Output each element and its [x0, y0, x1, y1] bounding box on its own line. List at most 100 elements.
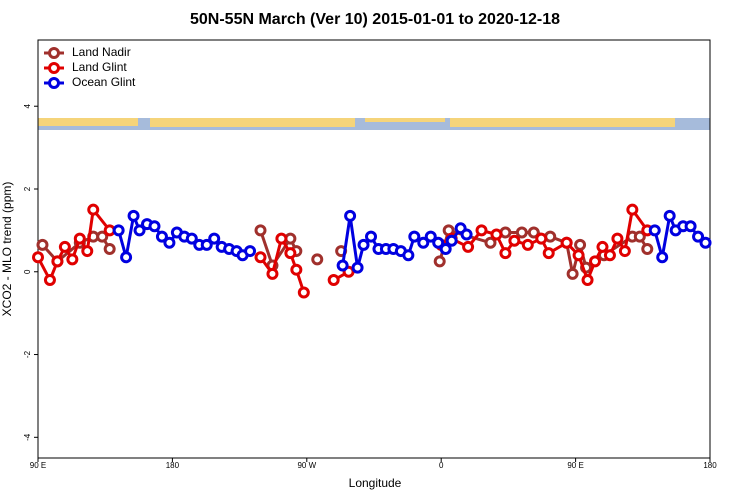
- point: [656, 251, 669, 264]
- point: [574, 238, 587, 251]
- y-tick-label: -4: [23, 433, 32, 441]
- point: [445, 234, 458, 247]
- point: [148, 220, 161, 233]
- point: [484, 236, 497, 249]
- point: [475, 224, 488, 237]
- x-tick-label: 0: [439, 461, 444, 470]
- point: [460, 228, 473, 241]
- land-strip: [365, 118, 445, 122]
- point: [521, 238, 534, 251]
- point: [351, 261, 364, 274]
- point: [284, 247, 297, 260]
- point: [515, 226, 528, 239]
- point: [81, 245, 94, 258]
- x-tick-label: 90 E: [30, 461, 46, 470]
- point: [589, 255, 602, 268]
- point: [648, 224, 661, 237]
- point: [439, 243, 452, 255]
- land-strip: [38, 118, 138, 126]
- point: [417, 236, 430, 249]
- y-tick-label: 2: [23, 186, 32, 191]
- land-strip: [450, 118, 675, 127]
- point: [208, 232, 221, 245]
- point: [566, 267, 579, 280]
- point: [163, 236, 176, 249]
- point: [560, 236, 573, 249]
- point: [32, 251, 44, 264]
- x-tick-label: 90 W: [297, 461, 316, 470]
- point: [120, 251, 133, 264]
- y-tick-label: -2: [23, 350, 32, 358]
- point: [336, 259, 349, 272]
- point: [254, 224, 267, 237]
- point: [297, 286, 310, 299]
- point: [365, 230, 378, 243]
- point: [66, 253, 79, 266]
- legend-marker: [48, 62, 60, 74]
- point: [275, 232, 288, 245]
- point: [133, 224, 146, 237]
- point: [254, 251, 267, 264]
- legend-marker: [48, 77, 60, 89]
- x-tick-label: 90 E: [567, 461, 583, 470]
- point: [699, 236, 712, 249]
- point: [433, 255, 446, 268]
- point: [357, 238, 370, 251]
- legend-marker: [48, 47, 60, 59]
- point: [424, 230, 437, 243]
- point: [535, 232, 548, 245]
- point: [499, 247, 512, 260]
- point: [508, 234, 521, 247]
- x-tick-label: 180: [703, 461, 717, 470]
- point: [611, 232, 624, 245]
- point: [185, 232, 198, 245]
- point: [596, 240, 609, 253]
- point: [96, 230, 109, 243]
- legend-label: Land Glint: [72, 60, 127, 74]
- point: [327, 274, 340, 287]
- point: [641, 243, 654, 255]
- point: [155, 230, 168, 243]
- x-axis-label: Longitude: [349, 476, 402, 490]
- point: [51, 255, 64, 268]
- point: [402, 249, 415, 262]
- point: [663, 209, 676, 222]
- point: [73, 232, 86, 245]
- point: [633, 230, 646, 243]
- point: [462, 240, 475, 253]
- point: [626, 203, 639, 216]
- x-tick-label: 180: [166, 461, 180, 470]
- legend-label: Ocean Glint: [72, 75, 136, 89]
- point: [244, 245, 257, 258]
- y-tick-label: 0: [23, 269, 32, 274]
- point: [266, 267, 279, 280]
- y-axis-label: XCO2 - MLO trend (ppm): [0, 182, 14, 317]
- point: [112, 224, 125, 237]
- point: [36, 238, 49, 251]
- point: [290, 263, 303, 276]
- point: [103, 243, 116, 255]
- point: [490, 228, 503, 241]
- point: [581, 274, 594, 287]
- y-tick-label: 4: [23, 103, 32, 108]
- point: [618, 245, 631, 258]
- point: [684, 220, 697, 233]
- plot-frame: [37, 39, 711, 459]
- point: [43, 274, 56, 287]
- map-strip: [38, 118, 710, 130]
- point: [692, 230, 705, 243]
- land-strip: [150, 118, 355, 127]
- chart-title: 50N-55N March (Ver 10) 2015-01-01 to 202…: [190, 11, 560, 28]
- point: [200, 238, 213, 251]
- legend-label: Land Nadir: [72, 45, 131, 59]
- point: [311, 253, 324, 266]
- point: [408, 230, 421, 243]
- point: [603, 249, 616, 262]
- point: [542, 247, 555, 260]
- point: [127, 209, 140, 222]
- point: [572, 249, 585, 262]
- point: [87, 203, 100, 216]
- point: [432, 236, 445, 249]
- point: [58, 240, 71, 253]
